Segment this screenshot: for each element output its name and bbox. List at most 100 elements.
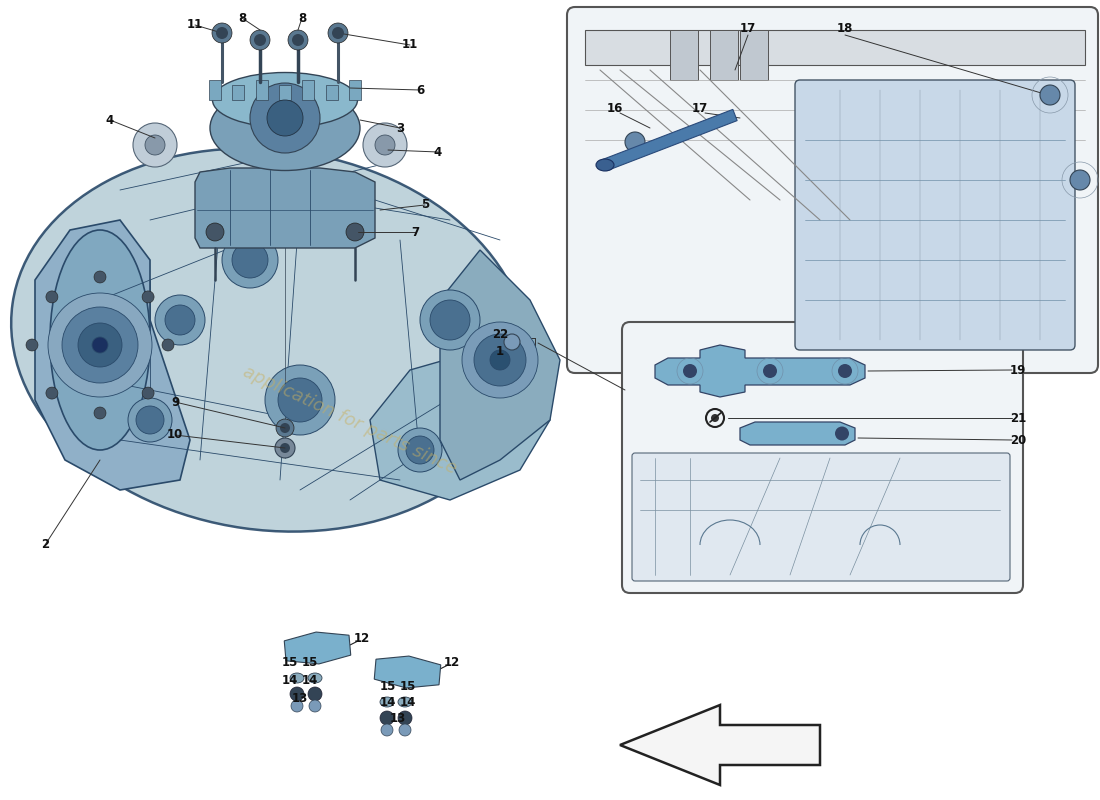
Circle shape [462, 322, 538, 398]
Circle shape [155, 295, 205, 345]
Text: 14: 14 [282, 674, 298, 686]
Text: 22: 22 [492, 327, 508, 341]
Circle shape [62, 307, 138, 383]
Circle shape [216, 27, 228, 39]
Circle shape [165, 305, 195, 335]
Bar [740, 30, 768, 80]
Bar [255, 80, 267, 100]
Text: 21: 21 [1010, 411, 1026, 425]
Circle shape [280, 443, 290, 453]
Circle shape [399, 724, 411, 736]
Text: 10: 10 [167, 429, 183, 442]
Polygon shape [35, 220, 190, 490]
FancyArrow shape [603, 110, 737, 170]
Text: 7: 7 [411, 226, 419, 238]
Circle shape [292, 700, 302, 712]
Circle shape [206, 223, 224, 241]
Circle shape [430, 300, 470, 340]
Polygon shape [440, 250, 560, 480]
Circle shape [142, 387, 154, 399]
Text: 15: 15 [379, 679, 396, 693]
Ellipse shape [290, 673, 304, 683]
Text: 17: 17 [740, 22, 756, 34]
Text: 11: 11 [402, 38, 418, 51]
FancyBboxPatch shape [795, 80, 1075, 350]
Circle shape [838, 364, 853, 378]
Circle shape [240, 250, 260, 270]
Circle shape [94, 271, 106, 283]
Circle shape [232, 242, 268, 278]
Circle shape [212, 23, 232, 43]
Circle shape [504, 334, 520, 350]
Ellipse shape [308, 673, 322, 683]
FancyBboxPatch shape [632, 453, 1010, 581]
Circle shape [375, 135, 395, 155]
Circle shape [1070, 170, 1090, 190]
Text: 3: 3 [396, 122, 404, 134]
Text: 11: 11 [187, 18, 204, 31]
Bar [302, 80, 315, 100]
Text: 20: 20 [1010, 434, 1026, 446]
Circle shape [474, 334, 526, 386]
Circle shape [142, 291, 154, 303]
Text: 12: 12 [444, 655, 460, 669]
Text: 1: 1 [496, 346, 504, 358]
Circle shape [683, 364, 697, 378]
Circle shape [250, 83, 320, 153]
Circle shape [379, 711, 394, 725]
Polygon shape [740, 422, 855, 445]
Circle shape [265, 365, 336, 435]
Bar [585, 30, 1085, 65]
Text: 15: 15 [301, 655, 318, 669]
Circle shape [78, 323, 122, 367]
FancyBboxPatch shape [621, 322, 1023, 593]
Circle shape [835, 426, 849, 441]
Polygon shape [195, 168, 375, 248]
Text: 15: 15 [282, 655, 298, 669]
Ellipse shape [50, 230, 150, 450]
Text: 13: 13 [389, 711, 406, 725]
Text: 8: 8 [238, 11, 246, 25]
Circle shape [145, 135, 165, 155]
Text: 6: 6 [416, 83, 425, 97]
Circle shape [332, 27, 344, 39]
Ellipse shape [212, 73, 358, 127]
Bar [279, 85, 292, 100]
Circle shape [280, 423, 290, 433]
Text: 13: 13 [292, 691, 308, 705]
Text: application for parts since: application for parts since [240, 362, 460, 478]
Bar [326, 85, 338, 100]
Ellipse shape [379, 697, 394, 707]
Circle shape [136, 406, 164, 434]
FancyBboxPatch shape [566, 7, 1098, 373]
Circle shape [625, 132, 645, 152]
Bar [710, 30, 738, 80]
Text: 14: 14 [379, 695, 396, 709]
Text: 14: 14 [301, 674, 318, 686]
Circle shape [128, 398, 172, 442]
Circle shape [94, 407, 106, 419]
Circle shape [308, 687, 322, 701]
Circle shape [309, 700, 321, 712]
Circle shape [26, 339, 39, 351]
Circle shape [275, 438, 295, 458]
Circle shape [381, 724, 393, 736]
Circle shape [254, 34, 266, 46]
Circle shape [490, 350, 510, 370]
Circle shape [711, 414, 719, 422]
Bar [209, 80, 221, 100]
Circle shape [420, 290, 480, 350]
Circle shape [46, 387, 58, 399]
Text: 19: 19 [1010, 363, 1026, 377]
Text: 8: 8 [298, 11, 306, 25]
Circle shape [222, 232, 278, 288]
Polygon shape [374, 656, 441, 688]
Circle shape [1040, 85, 1060, 105]
Text: 5: 5 [421, 198, 429, 211]
Bar [670, 30, 698, 80]
Circle shape [267, 100, 303, 136]
Circle shape [288, 30, 308, 50]
Bar [349, 80, 361, 100]
Circle shape [328, 23, 348, 43]
Polygon shape [654, 345, 865, 397]
